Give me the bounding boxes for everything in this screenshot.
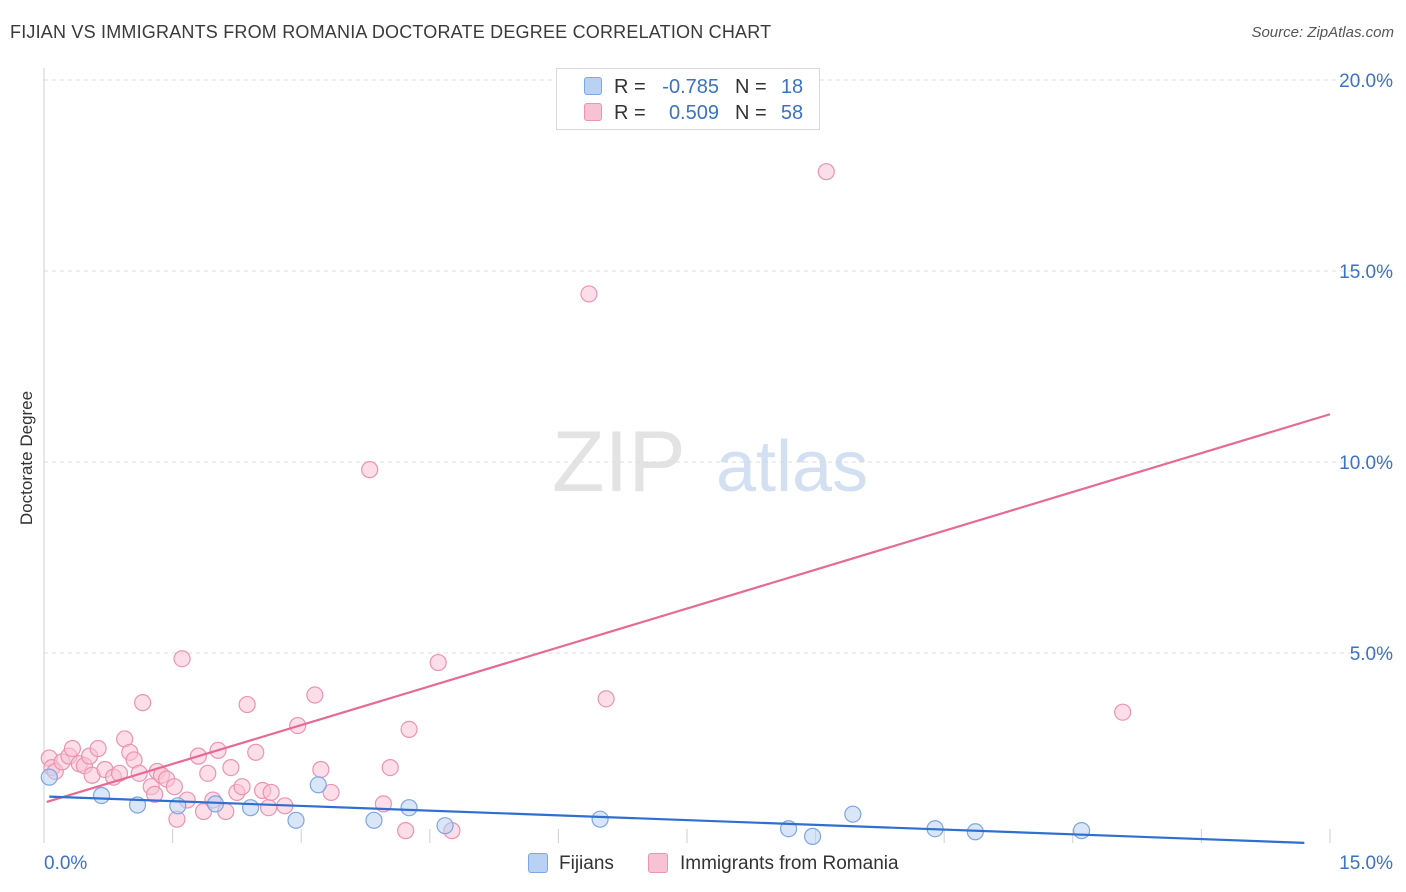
romania-point — [381, 758, 399, 777]
romania-point — [262, 783, 280, 802]
romania-point — [199, 764, 217, 782]
trend-lines — [46, 413, 1331, 844]
x-tick-label: 0.0% — [44, 853, 87, 874]
romania-point — [63, 739, 82, 758]
fijian-point — [436, 817, 454, 835]
y-tick-label: 10.0% — [1339, 453, 1393, 474]
y-tick-label: 20.0% — [1339, 71, 1393, 92]
romania-point — [233, 778, 251, 796]
fijian-point — [844, 805, 862, 823]
x-tick-label: 15.0% — [1339, 853, 1393, 874]
romania-point — [312, 760, 330, 779]
romania-legend-swatch — [648, 853, 668, 873]
n-label: N = — [735, 76, 767, 98]
r-value: 0.509 — [668, 102, 719, 124]
y-tick-label: 5.0% — [1350, 644, 1393, 665]
romania-point — [1114, 703, 1132, 721]
r-label: R = — [614, 76, 646, 98]
fijian-point — [242, 799, 260, 817]
romania-swatch — [584, 103, 602, 121]
tick-labels: 5.0% 10.0% 15.0% 20.0% 0.0% 15.0% — [44, 71, 1393, 874]
r-label: R = — [614, 102, 646, 124]
fijian-point — [40, 768, 58, 786]
axes — [43, 68, 1331, 843]
romania-point — [173, 650, 191, 668]
fijian-point — [400, 799, 418, 817]
chart-title: FIJIAN VS IMMIGRANTS FROM ROMANIA DOCTOR… — [10, 22, 772, 42]
stats-row-romania: R = 0.509 N = 58 — [557, 101, 819, 125]
fijians-swatch — [584, 77, 602, 95]
fijian-point — [287, 811, 305, 829]
r-value: -0.785 — [662, 76, 719, 98]
n-value: 58 — [780, 102, 804, 124]
romania-point — [400, 720, 418, 739]
fijian-point — [365, 811, 383, 829]
romania-point — [306, 686, 324, 704]
romania-point — [817, 163, 835, 181]
watermark: ZIP atlas — [552, 414, 868, 510]
fijian-point — [309, 776, 327, 794]
romania-point — [429, 653, 447, 672]
n-label: N = — [735, 102, 767, 124]
romania-trend-line — [46, 413, 1331, 804]
romania-point — [222, 758, 240, 777]
legend-label: Fijians — [559, 853, 614, 874]
fijian-point — [1072, 822, 1091, 840]
y-tick-label: 15.0% — [1339, 262, 1393, 283]
romania-point — [146, 785, 164, 803]
romania-point — [397, 822, 415, 840]
stats-box: R = -0.785 N = 18 R = 0.509 N = 58 — [556, 68, 820, 130]
n-value: 18 — [780, 76, 804, 98]
fijian-point — [92, 786, 111, 805]
romania-point — [89, 739, 107, 758]
gridlines — [44, 79, 1392, 654]
watermark-zip: ZIP — [552, 414, 686, 510]
fijian-point — [803, 827, 822, 845]
romania-point — [247, 743, 265, 761]
romania-point — [322, 783, 340, 802]
watermark-atlas: atlas — [716, 427, 868, 507]
romania-point — [259, 799, 278, 817]
romania-point — [361, 461, 379, 479]
fijian-trend-line — [49, 795, 1305, 844]
romania-point — [110, 764, 129, 782]
romania-point — [134, 694, 152, 712]
fijian-point — [591, 810, 609, 828]
romania-point — [194, 802, 213, 821]
romania-point — [580, 285, 598, 303]
fijians-legend-swatch — [528, 853, 548, 873]
stats-row-fijians: R = -0.785 N = 18 — [557, 75, 819, 99]
romania-point — [597, 690, 615, 708]
legend-label: Immigrants from Romania — [680, 853, 899, 874]
romania-point — [165, 778, 183, 796]
source-label: Source: ZipAtlas.com — [1251, 24, 1394, 41]
romania-point — [238, 695, 256, 714]
